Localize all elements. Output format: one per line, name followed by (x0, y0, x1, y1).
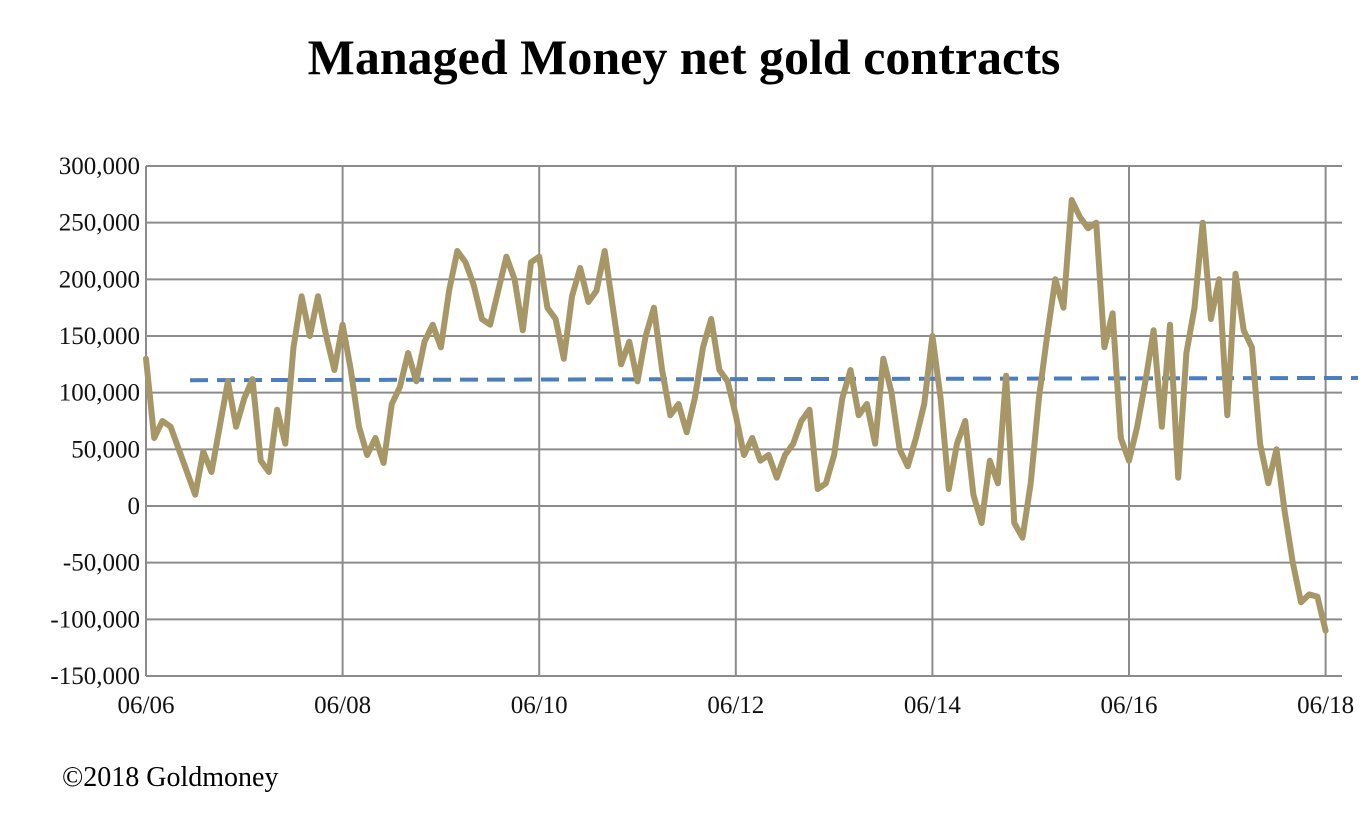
y-tick-label: 200,000 (59, 266, 140, 293)
x-tick-label: 06/08 (314, 692, 371, 719)
y-tick-label: 50,000 (71, 436, 140, 463)
y-tick-label: 0 (128, 493, 141, 520)
x-tick-label: 06/10 (511, 692, 568, 719)
y-tick-label: 300,000 (59, 153, 140, 180)
x-tick-label: 06/12 (707, 692, 764, 719)
net-contracts-line (143, 197, 1329, 634)
copyright-credit: ©2018 Goldmoney (62, 762, 279, 793)
y-tick-label: -150,000 (50, 663, 140, 690)
x-axis-ticks: 06/06 06/08 06/10 06/12 06/14 06/16 06/18 (118, 692, 1355, 719)
y-axis-ticks: 300,000 250,000 200,000 150,000 100,000 50,00… (50, 153, 140, 690)
y-tick-label: 100,000 (59, 380, 140, 407)
grid-layer (145, 165, 1342, 677)
y-tick-label: -50,000 (63, 550, 140, 577)
series-layer (143, 197, 1329, 634)
y-tick-label: -100,000 (50, 606, 140, 633)
y-tick-label: 250,000 (59, 210, 140, 237)
x-tick-label: 06/06 (118, 692, 175, 719)
chart-title: Managed Money net gold contracts (307, 29, 1061, 85)
x-tick-label: 06/18 (1297, 692, 1354, 719)
x-tick-label: 06/16 (1101, 692, 1158, 719)
x-tick-label: 06/14 (904, 692, 961, 719)
y-tick-label: 150,000 (59, 323, 140, 350)
